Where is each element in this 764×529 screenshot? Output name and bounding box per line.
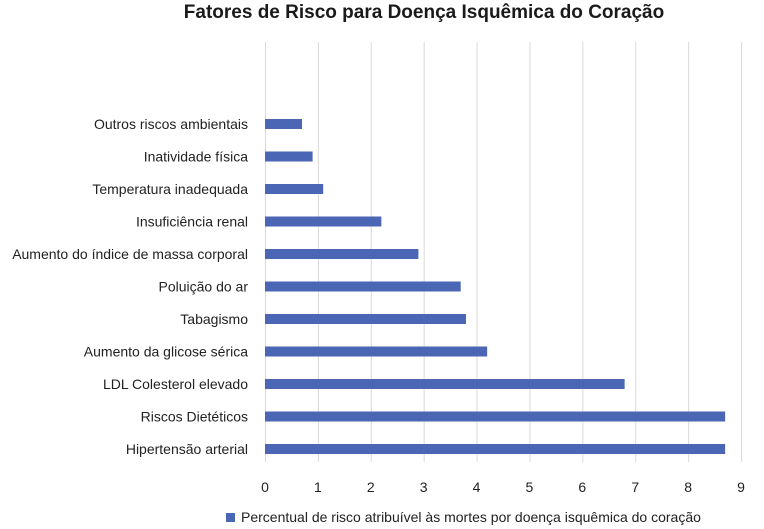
x-tick-label: 6 [578, 479, 586, 495]
x-tick-label: 7 [631, 479, 639, 495]
category-label: Aumento do índice de massa corporal [12, 246, 248, 262]
bar [265, 346, 488, 357]
x-axis-tick-labels: 0 1 2 3 4 5 6 7 8 9 [261, 479, 745, 495]
category-label: LDL Colesterol elevado [103, 376, 248, 392]
x-tick-label: 4 [473, 479, 481, 495]
x-tick-label: 3 [420, 479, 428, 495]
category-labels: Outros riscos ambientais Inatividade físi… [12, 116, 248, 457]
x-tick-label: 2 [367, 479, 375, 495]
bar [265, 249, 419, 259]
bar [265, 184, 324, 194]
x-tick-label: 1 [314, 479, 322, 495]
chart-title: Fatores de Risco para Doença Isquêmica d… [184, 2, 664, 23]
x-tick-label: 0 [261, 479, 269, 495]
category-label: Temperatura inadequada [92, 181, 248, 197]
bar [265, 151, 313, 162]
bar [265, 216, 382, 227]
x-tick-label: 9 [737, 479, 745, 495]
category-label: Insuficiência renal [136, 214, 248, 230]
legend: Percentual de risco atribuível às mortes… [226, 509, 701, 525]
x-tick-label: 5 [526, 479, 534, 495]
category-label: Riscos Dietéticos [141, 409, 248, 425]
category-label: Poluição do ar [158, 279, 248, 295]
category-label: Hipertensão arterial [126, 441, 248, 457]
grid-layer [265, 42, 742, 462]
bar [265, 119, 303, 129]
category-label: Tabagismo [180, 311, 248, 327]
legend-label: Percentual de risco atribuível às mortes… [241, 509, 701, 525]
category-label: Inatividade física [144, 149, 248, 165]
x-tick-label: 8 [684, 479, 692, 495]
category-label: Aumento da glicose sérica [84, 344, 248, 360]
bar [265, 444, 726, 454]
bar [265, 314, 466, 324]
legend-swatch [226, 513, 235, 522]
bars-layer [265, 119, 726, 454]
bar [265, 281, 461, 292]
bar [265, 379, 625, 389]
bar [265, 411, 726, 422]
category-label: Outros riscos ambientais [94, 116, 248, 132]
